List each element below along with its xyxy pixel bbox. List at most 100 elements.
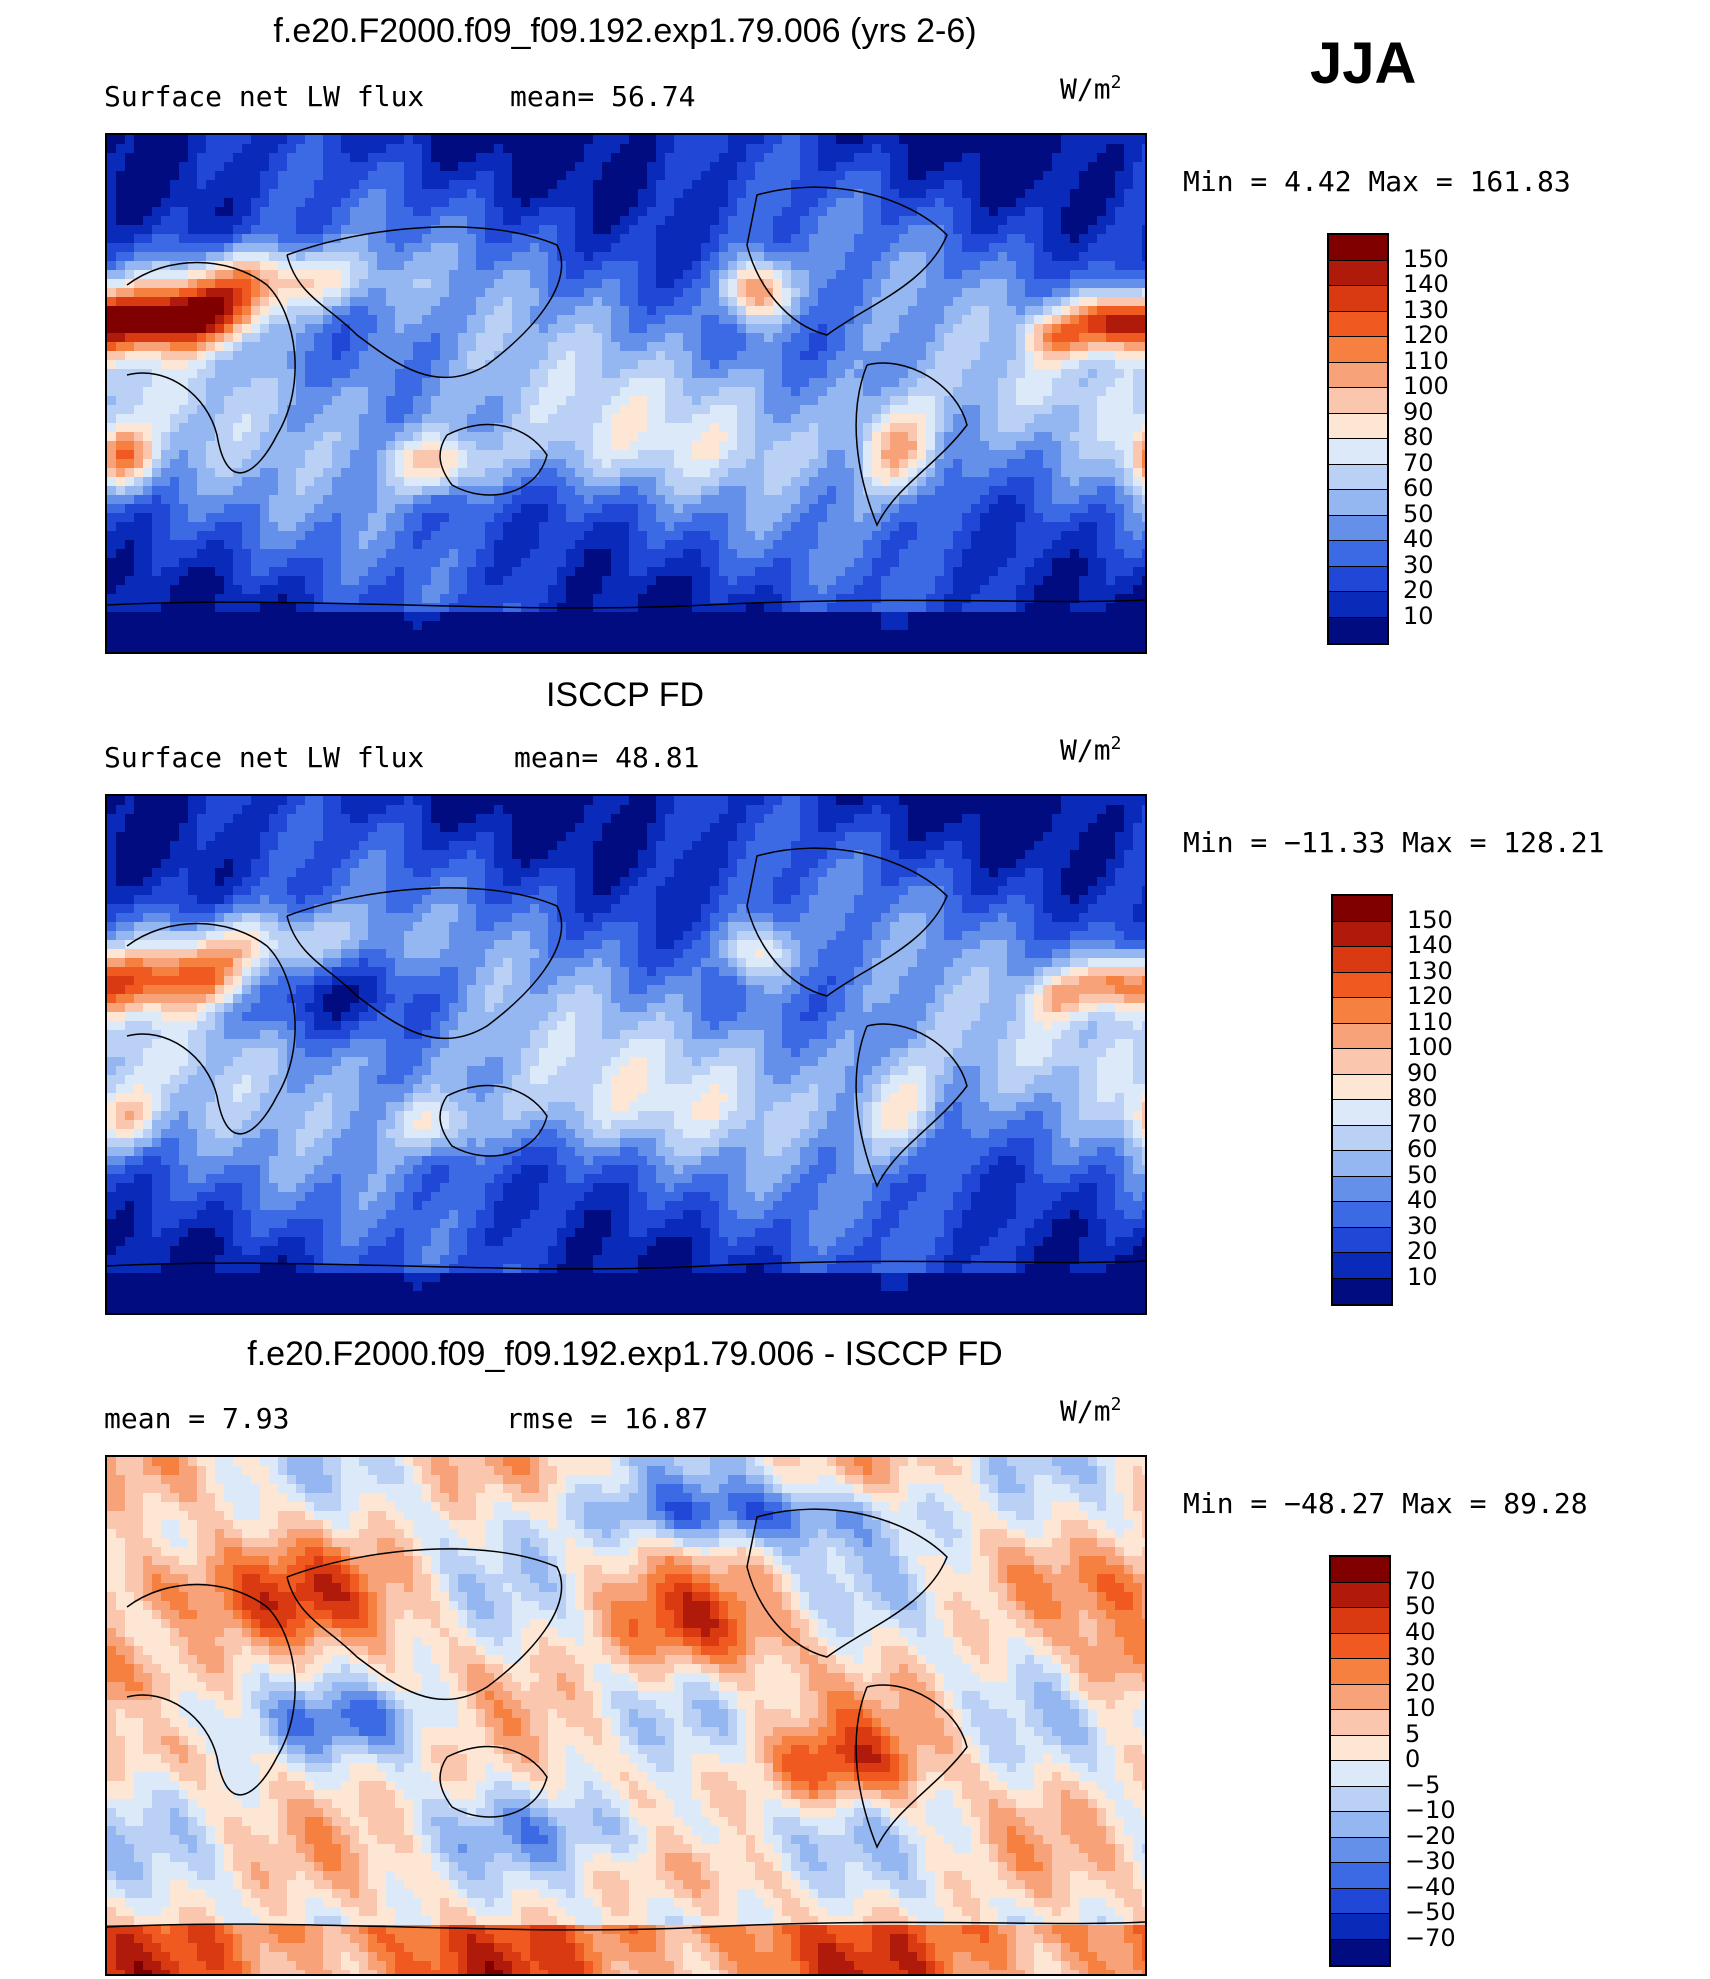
colorbar-label: 50 [1405, 1594, 1436, 1618]
colorbar-label: −40 [1405, 1875, 1456, 1899]
colorbar-label: −70 [1405, 1926, 1456, 1950]
panel-1-map [105, 133, 1147, 654]
colorbar-label: 30 [1407, 1214, 1438, 1238]
colorbar-swatch [1331, 1659, 1389, 1685]
panel-1-variable: Surface net LW flux [104, 80, 424, 113]
colorbar-label: 20 [1407, 1239, 1438, 1263]
colorbar-label: 80 [1403, 425, 1434, 449]
colorbar-swatch [1329, 617, 1387, 643]
colorbar-swatch [1333, 921, 1391, 947]
colorbar-label: 150 [1407, 908, 1453, 932]
colorbar-label: 70 [1403, 451, 1434, 475]
panel-2-colorbar [1331, 894, 1393, 1306]
colorbar-label: 40 [1405, 1620, 1436, 1644]
panel-3-map [105, 1455, 1147, 1976]
colorbar-label: 50 [1407, 1163, 1438, 1187]
colorbar-label: 50 [1403, 502, 1434, 526]
panel-3-field [107, 1457, 1145, 1974]
colorbar-swatch [1329, 260, 1387, 286]
colorbar-swatch [1333, 972, 1391, 998]
colorbar-swatch [1329, 362, 1387, 388]
colorbar-swatch [1333, 1227, 1391, 1253]
colorbar-swatch [1331, 1914, 1389, 1940]
colorbar-swatch [1331, 1939, 1389, 1965]
colorbar-label: 20 [1405, 1671, 1436, 1695]
colorbar-label: 30 [1403, 553, 1434, 577]
colorbar-swatch [1329, 388, 1387, 414]
colorbar-label: 150 [1403, 247, 1449, 271]
colorbar-swatch [1331, 1812, 1389, 1838]
colorbar-label: 80 [1407, 1086, 1438, 1110]
colorbar-label: 110 [1407, 1010, 1453, 1034]
colorbar-swatch [1329, 490, 1387, 516]
colorbar-swatch [1331, 1633, 1389, 1659]
colorbar-label: 10 [1407, 1265, 1438, 1289]
colorbar-label: 0 [1405, 1747, 1420, 1771]
colorbar-swatch [1331, 1735, 1389, 1761]
colorbar-swatch [1329, 439, 1387, 465]
colorbar-swatch [1333, 1202, 1391, 1228]
colorbar-swatch [1329, 464, 1387, 490]
colorbar-swatch [1333, 1100, 1391, 1126]
panel-2-units: W/m2 [1060, 733, 1121, 766]
colorbar-label: 120 [1407, 984, 1453, 1008]
panel-2-minmax: Min = −11.33 Max = 128.21 [1183, 826, 1604, 859]
colorbar-label: 70 [1405, 1569, 1436, 1593]
colorbar-label: −30 [1405, 1849, 1456, 1873]
panel-3-mean: mean = 7.93 [104, 1402, 289, 1435]
panel-1-minmax: Min = 4.42 Max = 161.83 [1183, 165, 1571, 198]
colorbar-label: 40 [1407, 1188, 1438, 1212]
colorbar-swatch [1329, 311, 1387, 337]
colorbar-label: 90 [1407, 1061, 1438, 1085]
colorbar-label: 90 [1403, 400, 1434, 424]
colorbar-label: 10 [1405, 1696, 1436, 1720]
colorbar-label: 110 [1403, 349, 1449, 373]
panel-3-minmax: Min = −48.27 Max = 89.28 [1183, 1487, 1588, 1520]
panel-2-variable: Surface net LW flux [104, 741, 424, 774]
panel-3-rmse: rmse = 16.87 [506, 1402, 708, 1435]
colorbar-swatch [1333, 998, 1391, 1024]
colorbar-label: −50 [1405, 1900, 1456, 1924]
colorbar-swatch [1331, 1684, 1389, 1710]
colorbar-label: 130 [1407, 959, 1453, 983]
colorbar-label: 5 [1405, 1722, 1420, 1746]
panel-1-colorbar [1327, 233, 1389, 645]
panel-3-colorbar [1329, 1555, 1391, 1967]
colorbar-swatch [1331, 1557, 1389, 1583]
colorbar-label: 30 [1405, 1645, 1436, 1669]
panel-2-map [105, 794, 1147, 1315]
colorbar-label: 100 [1407, 1035, 1453, 1059]
panel-3-units: W/m2 [1060, 1394, 1121, 1427]
colorbar-label: 60 [1407, 1137, 1438, 1161]
colorbar-swatch [1331, 1837, 1389, 1863]
colorbar-label: 60 [1403, 476, 1434, 500]
colorbar-label: 140 [1403, 272, 1449, 296]
panel-2-mean: mean= 48.81 [514, 741, 699, 774]
colorbar-label: 140 [1407, 933, 1453, 957]
colorbar-swatch [1329, 413, 1387, 439]
colorbar-swatch [1329, 515, 1387, 541]
colorbar-swatch [1333, 1253, 1391, 1279]
colorbar-swatch [1333, 1125, 1391, 1151]
colorbar-swatch [1329, 337, 1387, 363]
colorbar-label: 20 [1403, 578, 1434, 602]
colorbar-swatch [1329, 235, 1387, 261]
colorbar-swatch [1331, 1888, 1389, 1914]
colorbar-swatch [1333, 1278, 1391, 1304]
panel-1-field [107, 135, 1145, 652]
panel-1-mean: mean= 56.74 [510, 80, 695, 113]
colorbar-swatch [1329, 566, 1387, 592]
colorbar-label: −10 [1405, 1798, 1456, 1822]
panel-1-title: f.e20.F2000.f09_f09.192.exp1.79.006 (yrs… [0, 12, 1250, 51]
colorbar-label: −5 [1405, 1773, 1440, 1797]
colorbar-label: 70 [1407, 1112, 1438, 1136]
colorbar-swatch [1333, 896, 1391, 922]
colorbar-swatch [1331, 1710, 1389, 1736]
colorbar-swatch [1331, 1786, 1389, 1812]
colorbar-swatch [1333, 1074, 1391, 1100]
colorbar-swatch [1333, 1049, 1391, 1075]
panel-2-title: ISCCP FD [0, 676, 1250, 715]
colorbar-swatch [1329, 541, 1387, 567]
colorbar-swatch [1331, 1863, 1389, 1889]
colorbar-swatch [1329, 286, 1387, 312]
